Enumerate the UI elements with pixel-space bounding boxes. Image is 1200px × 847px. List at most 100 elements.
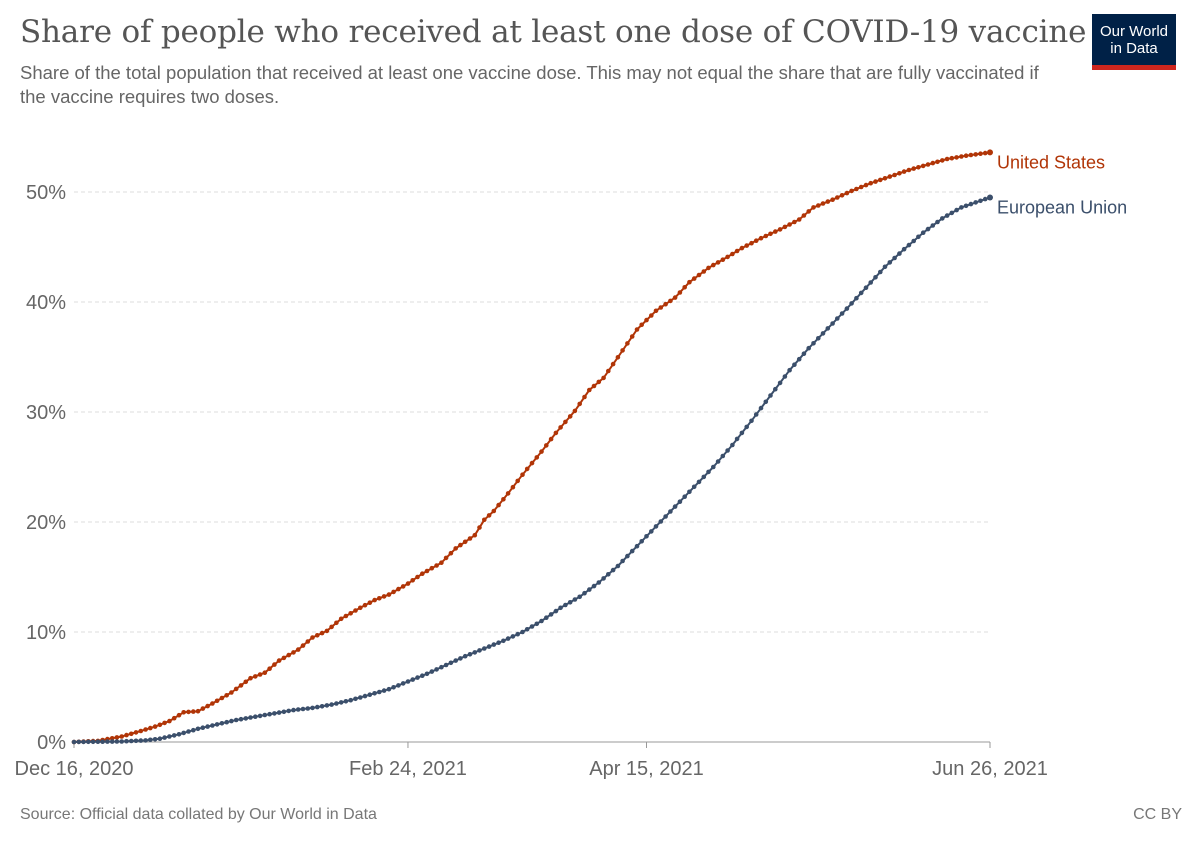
- data-point-united-states: [482, 517, 487, 523]
- series-label-united-states[interactable]: United States: [997, 152, 1105, 172]
- y-axis-ticks: 0% 10% 20% 30% 40% 50%: [26, 182, 66, 754]
- data-point-european-union: [381, 688, 387, 693]
- data-point-united-states: [758, 235, 764, 241]
- data-point-european-union: [553, 608, 559, 614]
- data-point-european-union: [143, 738, 148, 743]
- data-point-european-union: [629, 548, 635, 554]
- data-point-european-union: [811, 341, 816, 346]
- y-tick-label: 40%: [26, 292, 66, 314]
- data-point-european-union: [424, 671, 430, 677]
- data-point-united-states: [391, 589, 396, 595]
- data-point-european-union: [534, 621, 540, 627]
- data-point-european-union: [477, 648, 482, 653]
- owid-logo[interactable]: Our World in Data: [1092, 14, 1176, 70]
- data-point-united-states: [152, 724, 158, 729]
- data-point-european-union: [186, 729, 191, 734]
- data-point-united-states: [787, 222, 792, 227]
- data-point-european-union: [467, 652, 473, 657]
- data-point-european-union: [439, 664, 444, 670]
- series-line-european-union[interactable]: [73, 196, 991, 743]
- end-point-european-union[interactable]: [987, 194, 993, 201]
- gridlines: [74, 191, 990, 743]
- data-point-european-union: [677, 499, 683, 505]
- data-point-united-states: [711, 262, 716, 268]
- data-point-european-union: [191, 727, 196, 733]
- data-point-european-union: [792, 362, 797, 368]
- data-point-united-states: [219, 695, 225, 701]
- data-point-european-union: [935, 219, 940, 225]
- data-point-european-union: [940, 216, 945, 221]
- data-point-european-union: [338, 700, 344, 705]
- data-point-european-union: [243, 716, 249, 721]
- data-point-european-union: [205, 724, 210, 729]
- data-point-european-union: [682, 494, 687, 500]
- x-tick-label: Feb 24, 2021: [349, 758, 467, 780]
- data-point-united-states: [701, 269, 707, 274]
- data-point-united-states: [892, 172, 897, 178]
- data-point-european-union: [639, 539, 644, 544]
- end-point-united-states[interactable]: [987, 149, 993, 156]
- data-point-european-union: [868, 280, 873, 285]
- data-point-european-union: [253, 714, 258, 719]
- data-point-european-union: [711, 464, 716, 470]
- data-point-united-states: [839, 193, 845, 198]
- data-point-european-union: [372, 691, 377, 696]
- data-point-european-union: [343, 699, 349, 704]
- data-point-european-union: [233, 717, 239, 723]
- data-point-european-union: [906, 242, 912, 248]
- license-link[interactable]: CC BY: [1133, 806, 1182, 823]
- data-point-united-states: [873, 179, 878, 184]
- data-point-european-union: [76, 739, 82, 745]
- data-point-european-union: [229, 718, 234, 724]
- data-point-united-states: [925, 162, 931, 167]
- data-point-european-union: [276, 710, 282, 715]
- x-tick-label: Dec 16, 2020: [15, 758, 134, 780]
- data-point-united-states: [539, 449, 544, 454]
- series-label-european-union[interactable]: European Union: [997, 198, 1127, 218]
- y-tick-label: 30%: [26, 402, 66, 424]
- data-point-european-union: [787, 367, 792, 373]
- data-point-united-states: [878, 177, 883, 183]
- data-point-united-states: [658, 305, 664, 310]
- data-point-united-states: [238, 683, 244, 688]
- series-line-united-states[interactable]: [73, 151, 991, 743]
- data-point-european-union: [749, 418, 754, 424]
- y-tick-label: 10%: [26, 622, 66, 644]
- data-point-united-states: [696, 272, 702, 278]
- data-point-united-states: [520, 472, 525, 478]
- data-point-european-union: [200, 725, 206, 730]
- data-point-united-states: [782, 224, 788, 230]
- data-point-united-states: [281, 655, 287, 661]
- data-point-united-states: [587, 387, 592, 393]
- data-point-european-union: [157, 736, 163, 741]
- data-point-european-union: [348, 697, 354, 703]
- data-point-european-union: [181, 730, 186, 736]
- data-point-united-states: [133, 730, 139, 735]
- data-point-european-union: [510, 634, 516, 639]
- data-point-european-union: [734, 436, 740, 442]
- data-point-european-union: [295, 707, 301, 712]
- data-point-european-union: [620, 558, 625, 564]
- data-point-united-states: [567, 414, 573, 419]
- data-point-european-union: [248, 715, 253, 720]
- data-point-united-states: [424, 568, 430, 574]
- data-point-european-union: [505, 636, 511, 641]
- data-point-united-states: [338, 616, 344, 622]
- data-point-european-union: [119, 739, 124, 744]
- data-point-european-union: [548, 612, 554, 617]
- data-point-european-union: [148, 737, 153, 743]
- data-point-united-states: [940, 158, 945, 163]
- data-point-european-union: [491, 642, 497, 647]
- data-point-united-states: [911, 166, 916, 171]
- data-point-european-union: [152, 737, 158, 742]
- data-point-united-states: [677, 290, 683, 295]
- data-point-european-union: [701, 474, 707, 480]
- data-point-united-states: [486, 513, 492, 518]
- data-point-european-union: [768, 393, 773, 398]
- data-point-united-states: [706, 265, 711, 271]
- data-point-european-union: [310, 705, 315, 711]
- data-point-european-union: [911, 238, 916, 244]
- data-point-european-union: [610, 567, 616, 573]
- data-point-united-states: [649, 313, 654, 318]
- data-point-european-union: [839, 311, 845, 316]
